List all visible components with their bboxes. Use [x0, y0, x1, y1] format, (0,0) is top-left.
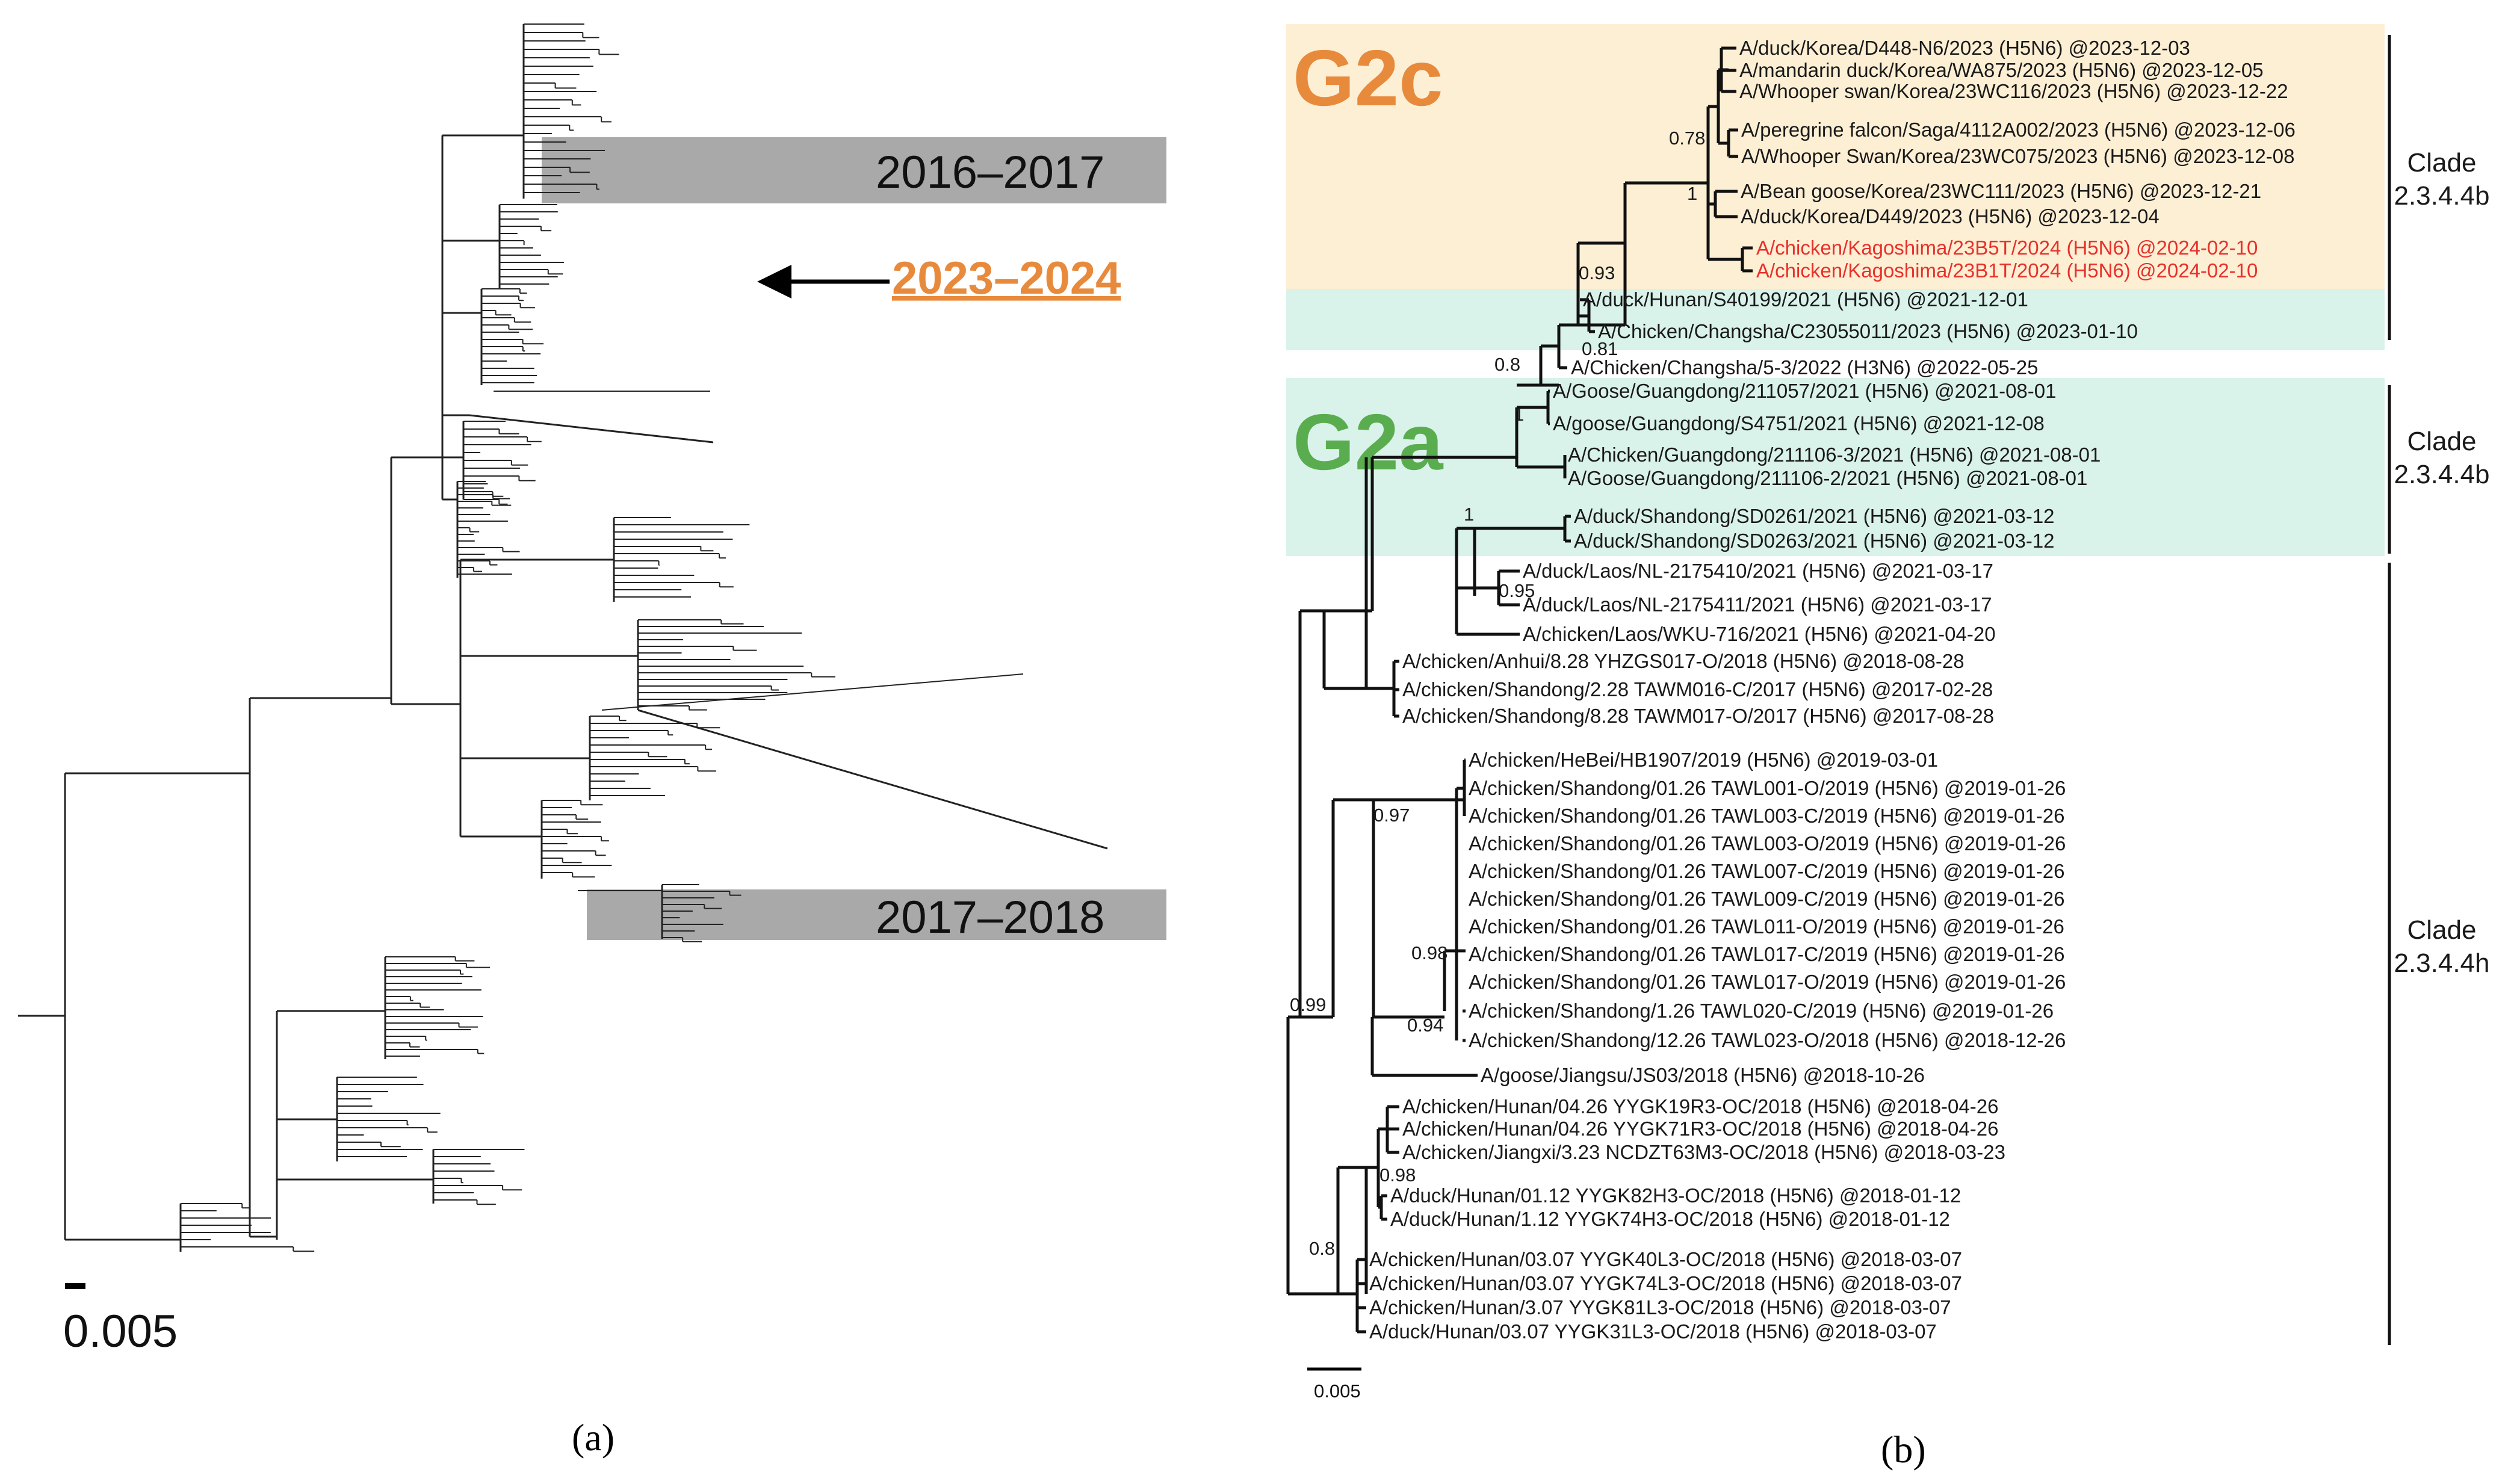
tip-label: A/duck/Hunan/01.12 YYGK82H3-OC/2018 (H5N…	[1390, 1184, 1961, 1207]
arrow-label-2023-2024: 2023–2024	[892, 253, 1121, 304]
tip-label: A/chicken/Shandong/01.26 TAWL011-O/2019 …	[1469, 915, 2064, 938]
tip-label: A/Goose/Guangdong/211057/2021 (H5N6) @20…	[1553, 380, 2056, 402]
tip-label: A/chicken/Kagoshima/23B1T/2024 (H5N6) @2…	[1756, 259, 2258, 282]
band-2016-label: 2016–2017	[876, 147, 1104, 198]
tip-label: A/chicken/Shandong/01.26 TAWL007-C/2019 …	[1469, 860, 2064, 882]
clade-3-word: Clade	[2407, 915, 2477, 945]
branch-a	[469, 414, 714, 444]
bootstrap-label: 1	[1687, 183, 1697, 204]
bootstrap-label: 0.78	[1669, 128, 1705, 149]
tip-label: A/Chicken/Changsha/C23055011/2023 (H5N6)…	[1598, 320, 2138, 342]
tip-label: A/chicken/Shandong/01.26 TAWL001-O/2019 …	[1469, 777, 2066, 799]
tip-label: A/chicken/Shandong/8.28 TAWM017-O/2017 (…	[1402, 705, 1994, 727]
arrow-icon	[757, 265, 890, 298]
tip-label: A/chicken/Jiangxi/3.23 NCDZT63M3-OC/2018…	[1402, 1141, 2005, 1163]
band-g2c	[1286, 24, 2385, 289]
tip-label: A/chicken/Shandong/2.28 TAWM016-C/2017 (…	[1402, 678, 1993, 700]
tip-label: A/peregrine falcon/Saga/4112A002/2023 (H…	[1741, 119, 2296, 141]
bootstrap-label: 0.98	[1379, 1164, 1416, 1186]
tree-a	[18, 23, 1108, 1252]
tip-label: A/goose/Guangdong/S4751/2021 (H5N6) @202…	[1553, 412, 2045, 434]
band-2016-2017	[542, 137, 1166, 203]
tip-label: A/Whooper Swan/Korea/23WC075/2023 (H5N6)…	[1741, 145, 2295, 167]
tip-label: A/duck/Korea/D449/2023 (H5N6) @2023-12-0…	[1741, 205, 2160, 227]
band-green-top	[1286, 289, 2385, 350]
tip-label: A/chicken/Hunan/04.26 YYGK19R3-OC/2018 (…	[1402, 1095, 1998, 1118]
tip-label: A/duck/Shandong/SD0261/2021 (H5N6) @2021…	[1574, 505, 2055, 527]
tip-label: A/chicken/Shandong/01.26 TAWL017-O/2019 …	[1469, 971, 2066, 993]
band-g2a	[1286, 378, 2385, 556]
panel-a: 2016–2017 2017–2018 2023–2024 0.005 (a)	[18, 23, 1166, 1459]
tip-label: A/duck/Hunan/03.07 YYGK31L3-OC/2018 (H5N…	[1369, 1320, 1937, 1343]
tip-label: A/chicken/Hunan/3.07 YYGK81L3-OC/2018 (H…	[1369, 1296, 1951, 1319]
bootstrap-label: 0.97	[1373, 805, 1410, 826]
bootstrap-label: 1	[1464, 504, 1474, 525]
scale-label-b: 0.005	[1314, 1380, 1361, 1402]
bootstrap-label: 0.99	[1290, 994, 1326, 1015]
clade-1-name: 2.3.4.4b	[2394, 181, 2489, 211]
tip-label: A/chicken/Hunan/03.07 YYGK74L3-OC/2018 (…	[1369, 1272, 1962, 1294]
tip-label: A/Bean goose/Korea/23WC111/2023 (H5N6) @…	[1741, 180, 2261, 202]
tip-label: A/duck/Shandong/SD0263/2021 (H5N6) @2021…	[1574, 530, 2055, 552]
tip-label: A/duck/Laos/NL-2175410/2021 (H5N6) @2021…	[1523, 560, 1993, 582]
tip-label: A/chicken/Kagoshima/23B5T/2024 (H5N6) @2…	[1756, 237, 2258, 259]
tip-label: A/chicken/Shandong/1.26 TAWL020-C/2019 (…	[1469, 1000, 2054, 1022]
bootstrap-label: 0.94	[1407, 1015, 1443, 1036]
tip-label: A/chicken/Anhui/8.28 YHZGS017-O/2018 (H5…	[1402, 650, 1965, 672]
tip-label: A/Chicken/Changsha/5-3/2022 (H3N6) @2022…	[1571, 356, 2038, 379]
panel-b: G2c G2a A/duck/Korea/D448-N6/2023 (H5N6)…	[1286, 24, 2490, 1471]
tip-label: A/duck/Korea/D448-N6/2023 (H5N6) @2023-1…	[1739, 37, 2190, 59]
scale-label-a: 0.005	[63, 1306, 178, 1357]
bootstrap-label: 0.93	[1579, 262, 1615, 283]
bootstrap-label: 0.8	[1309, 1238, 1335, 1259]
tip-label: A/chicken/Laos/WKU-716/2021 (H5N6) @2021…	[1523, 623, 1996, 645]
tip-label: A/chicken/Shandong/12.26 TAWL023-O/2018 …	[1469, 1029, 2066, 1051]
bootstrap-label: 0.81	[1582, 338, 1618, 359]
tip-label: A/goose/Jiangsu/JS03/2018 (H5N6) @2018-1…	[1481, 1064, 1925, 1086]
tip-label: A/chicken/Shandong/01.26 TAWL003-O/2019 …	[1469, 832, 2066, 855]
tip-label: A/duck/Hunan/S40199/2021 (H5N6) @2021-12…	[1583, 288, 2028, 311]
group-g2c: G2c	[1293, 34, 1443, 122]
panel-label-b: (b)	[1881, 1428, 1926, 1471]
clade-2-name: 2.3.4.4b	[2394, 460, 2489, 489]
tip-label: A/Goose/Guangdong/211106-2/2021 (H5N6) @…	[1568, 467, 2087, 489]
tip-label: A/chicken/Shandong/01.26 TAWL009-C/2019 …	[1469, 888, 2064, 910]
branch-a	[601, 673, 1024, 711]
tip-label: A/chicken/Shandong/01.26 TAWL017-C/2019 …	[1469, 943, 2064, 965]
tip-label: A/Whooper swan/Korea/23WC116/2023 (H5N6)…	[1739, 80, 2288, 102]
tree-b	[1286, 46, 1753, 1334]
tip-label: A/mandarin duck/Korea/WA875/2023 (H5N6) …	[1739, 59, 2264, 81]
tip-label: A/Chicken/Guangdong/211106-3/2021 (H5N6)…	[1568, 444, 2101, 466]
bootstrap-label: 0.95	[1499, 580, 1535, 601]
group-g2a: G2a	[1293, 398, 1444, 486]
tip-label: A/duck/Laos/NL-2175411/2021 (H5N6) @2021…	[1523, 593, 1992, 616]
tip-label: A/chicken/Hunan/04.26 YYGK71R3-OC/2018 (…	[1402, 1118, 1998, 1140]
tip-label: A/duck/Hunan/1.12 YYGK74H3-OC/2018 (H5N6…	[1390, 1208, 1950, 1230]
panel-label-a: (a)	[572, 1416, 615, 1459]
bootstrap-label: 1	[1514, 404, 1524, 425]
branch-a	[637, 709, 1108, 850]
bootstrap-label: 0.98	[1411, 942, 1447, 963]
clade-1-word: Clade	[2407, 148, 2477, 178]
tip-label: A/chicken/HeBei/HB1907/2019 (H5N6) @2019…	[1469, 749, 1938, 771]
bootstrap-values: 0.7810.930.810.8110.950.970.980.940.990.…	[1290, 128, 1705, 1259]
tip-label: A/chicken/Hunan/03.07 YYGK40L3-OC/2018 (…	[1369, 1248, 1962, 1270]
clade-3-name: 2.3.4.4h	[2394, 948, 2489, 978]
tip-labels: A/duck/Korea/D448-N6/2023 (H5N6) @2023-1…	[1369, 37, 2296, 1343]
tip-label: A/chicken/Shandong/01.26 TAWL003-C/2019 …	[1469, 805, 2064, 827]
clade-2-word: Clade	[2407, 427, 2477, 456]
band-2017-label: 2017–2018	[876, 892, 1104, 943]
bootstrap-label: 0.8	[1494, 354, 1520, 375]
